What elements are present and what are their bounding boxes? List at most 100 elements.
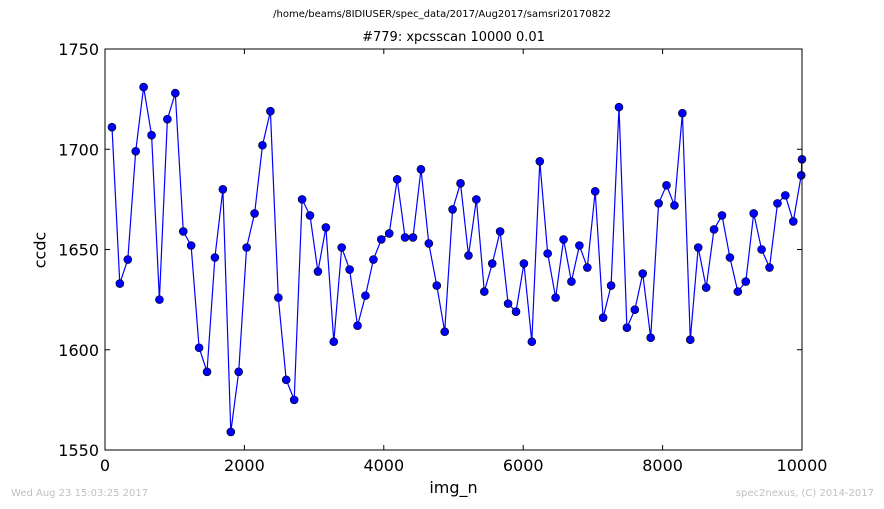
data-point <box>218 185 228 194</box>
data-point <box>527 337 537 347</box>
data-point <box>606 281 616 290</box>
data-point <box>345 265 354 274</box>
axes-layer: 0 2000 4000 6000 8000 10000 1550 1600 1650 1700 17… <box>58 40 827 475</box>
x-tick-label: 10000 <box>777 456 828 475</box>
x-tick-label: 4000 <box>363 456 404 475</box>
data-point <box>622 323 632 332</box>
figure-suptitle: /home/beams/8IDIUSER/spec_data/2017/Aug2… <box>273 9 611 20</box>
data-point <box>773 199 782 208</box>
data-point <box>598 313 608 322</box>
data-point <box>131 146 141 156</box>
data-point <box>234 367 243 377</box>
x-tick-label: 2000 <box>224 456 265 475</box>
data-point <box>757 245 766 254</box>
chart-title: #779: xpcsscan 10000 0.01 <box>362 30 545 45</box>
data-point <box>741 277 751 286</box>
y-tick-label: 1650 <box>58 241 99 260</box>
data-point <box>487 259 497 268</box>
data-point <box>725 253 735 262</box>
data-point <box>408 233 418 242</box>
data-point <box>329 337 339 347</box>
data-point <box>400 233 410 242</box>
data-point <box>139 82 148 92</box>
data-point <box>392 175 402 184</box>
data-point <box>733 287 743 296</box>
data-point <box>503 299 513 308</box>
data-point <box>670 201 679 210</box>
data-point <box>115 279 125 288</box>
data-point <box>305 211 315 220</box>
data-point <box>297 195 307 204</box>
data-point <box>432 281 442 290</box>
data-point <box>258 140 267 150</box>
data-point <box>337 243 347 252</box>
data-point <box>781 191 790 200</box>
data-point <box>289 395 299 405</box>
data-point <box>456 179 465 188</box>
data-point <box>543 249 552 258</box>
data-point <box>171 88 180 98</box>
data-point <box>361 291 370 300</box>
data-point <box>701 283 711 292</box>
y-tick-label: 1600 <box>58 341 99 360</box>
data-point <box>123 255 133 264</box>
data-point <box>226 427 236 437</box>
data-point <box>495 227 505 236</box>
x-axis-label: img_n <box>429 478 478 497</box>
x-tick-label: 0 <box>100 456 110 475</box>
data-point <box>250 209 259 218</box>
data-point <box>163 114 172 124</box>
data-point <box>321 223 331 232</box>
data-point <box>575 241 584 250</box>
data-point <box>202 367 212 377</box>
data-point <box>274 293 283 302</box>
data-point <box>646 333 655 343</box>
y-tick-label: 1700 <box>58 140 99 159</box>
data-point <box>266 106 275 116</box>
series-layer <box>107 82 807 437</box>
data-point <box>788 217 798 226</box>
x-tick-label: 6000 <box>503 456 544 475</box>
y-tick-label: 1750 <box>58 40 99 59</box>
data-point <box>155 295 164 304</box>
data-point <box>384 229 394 238</box>
data-point <box>519 259 529 268</box>
data-point <box>693 243 703 252</box>
data-point <box>313 267 323 276</box>
data-point <box>281 375 291 385</box>
data-point <box>107 122 117 132</box>
data-point <box>178 227 188 236</box>
data-point <box>448 205 457 214</box>
data-point <box>654 199 663 208</box>
data-point <box>614 102 624 112</box>
data-point <box>630 305 640 314</box>
data-point <box>194 343 204 353</box>
data-point <box>638 269 648 278</box>
data-point <box>369 255 378 264</box>
footer-timestamp: Wed Aug 23 15:03:25 2017 <box>11 488 149 499</box>
data-point <box>147 130 156 140</box>
footer-credit: spec2nexus, (C) 2014-2017 <box>735 488 874 499</box>
data-point <box>567 277 576 286</box>
data-point <box>662 181 671 190</box>
data-point <box>559 235 568 244</box>
data-point <box>765 263 774 272</box>
y-tick-label: 1550 <box>58 441 99 460</box>
data-point <box>535 156 545 166</box>
data-point <box>210 253 220 262</box>
data-point <box>464 251 473 260</box>
data-point <box>590 187 600 196</box>
data-point <box>424 239 434 248</box>
data-point <box>376 235 386 244</box>
data-point <box>416 165 426 174</box>
data-point <box>186 241 196 250</box>
data-point <box>749 209 758 218</box>
data-point <box>480 287 489 296</box>
data-point <box>717 211 727 220</box>
data-point <box>796 171 806 180</box>
data-point <box>242 243 251 252</box>
data-point <box>472 195 481 204</box>
data-point <box>353 321 362 330</box>
data-point <box>685 335 695 345</box>
